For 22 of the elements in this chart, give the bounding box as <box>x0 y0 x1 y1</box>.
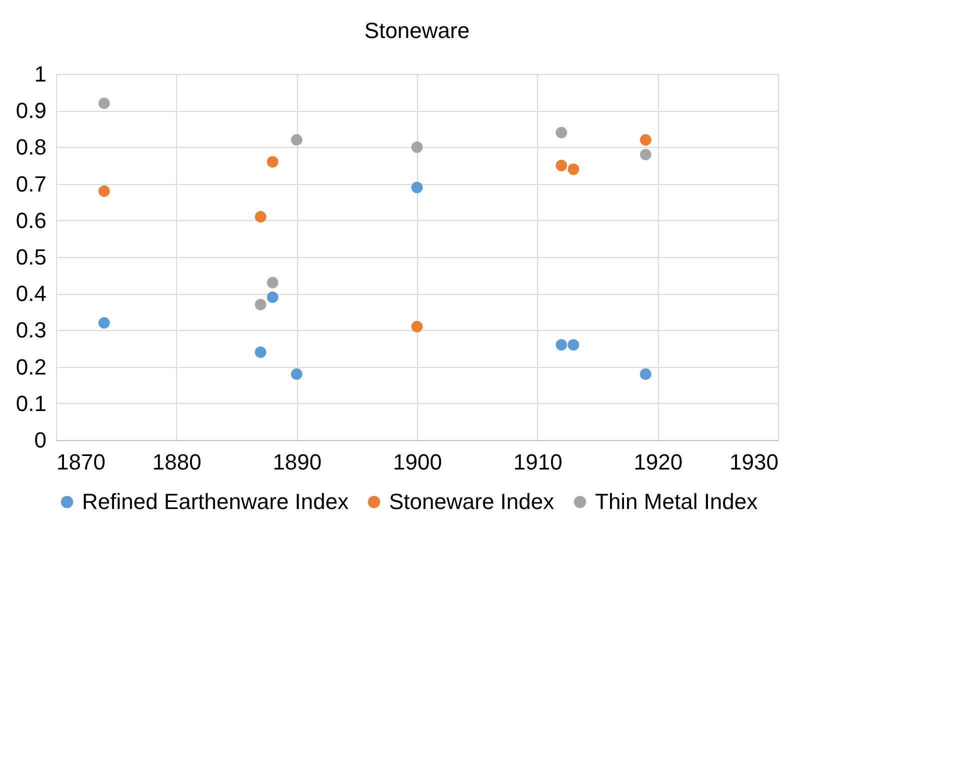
y-tick-label: 0.6 <box>16 208 46 233</box>
y-tick-label: 0.4 <box>16 281 46 306</box>
x-tick-label: 1930 <box>730 450 778 474</box>
y-tick-label: 0.2 <box>16 354 46 380</box>
legend-label: Thin Metal Index <box>595 489 758 514</box>
x-tick-label: 1870 <box>56 450 106 474</box>
x-tick-label: 1920 <box>634 450 683 474</box>
chart-title: Stoneware <box>364 18 470 43</box>
y-tick-label: 0.8 <box>16 134 46 160</box>
legend-label: Stoneware Index <box>389 489 554 514</box>
y-tick-label: 1 <box>34 62 46 86</box>
y-tick-label: 0.5 <box>16 244 46 270</box>
x-tick-label: 1900 <box>393 450 442 474</box>
x-tick-label: 1890 <box>272 450 322 474</box>
y-tick-label: 0 <box>34 428 46 452</box>
y-tick-label: 0.3 <box>16 318 46 343</box>
x-tick-label: 1910 <box>513 450 562 474</box>
y-tick-label: 0.9 <box>16 98 46 124</box>
x-tick-label: 1880 <box>152 450 202 474</box>
legend-label: Refined Earthenware Index <box>82 489 349 514</box>
y-tick-label: 0.7 <box>16 171 46 196</box>
y-tick-label: 0.1 <box>16 390 46 416</box>
